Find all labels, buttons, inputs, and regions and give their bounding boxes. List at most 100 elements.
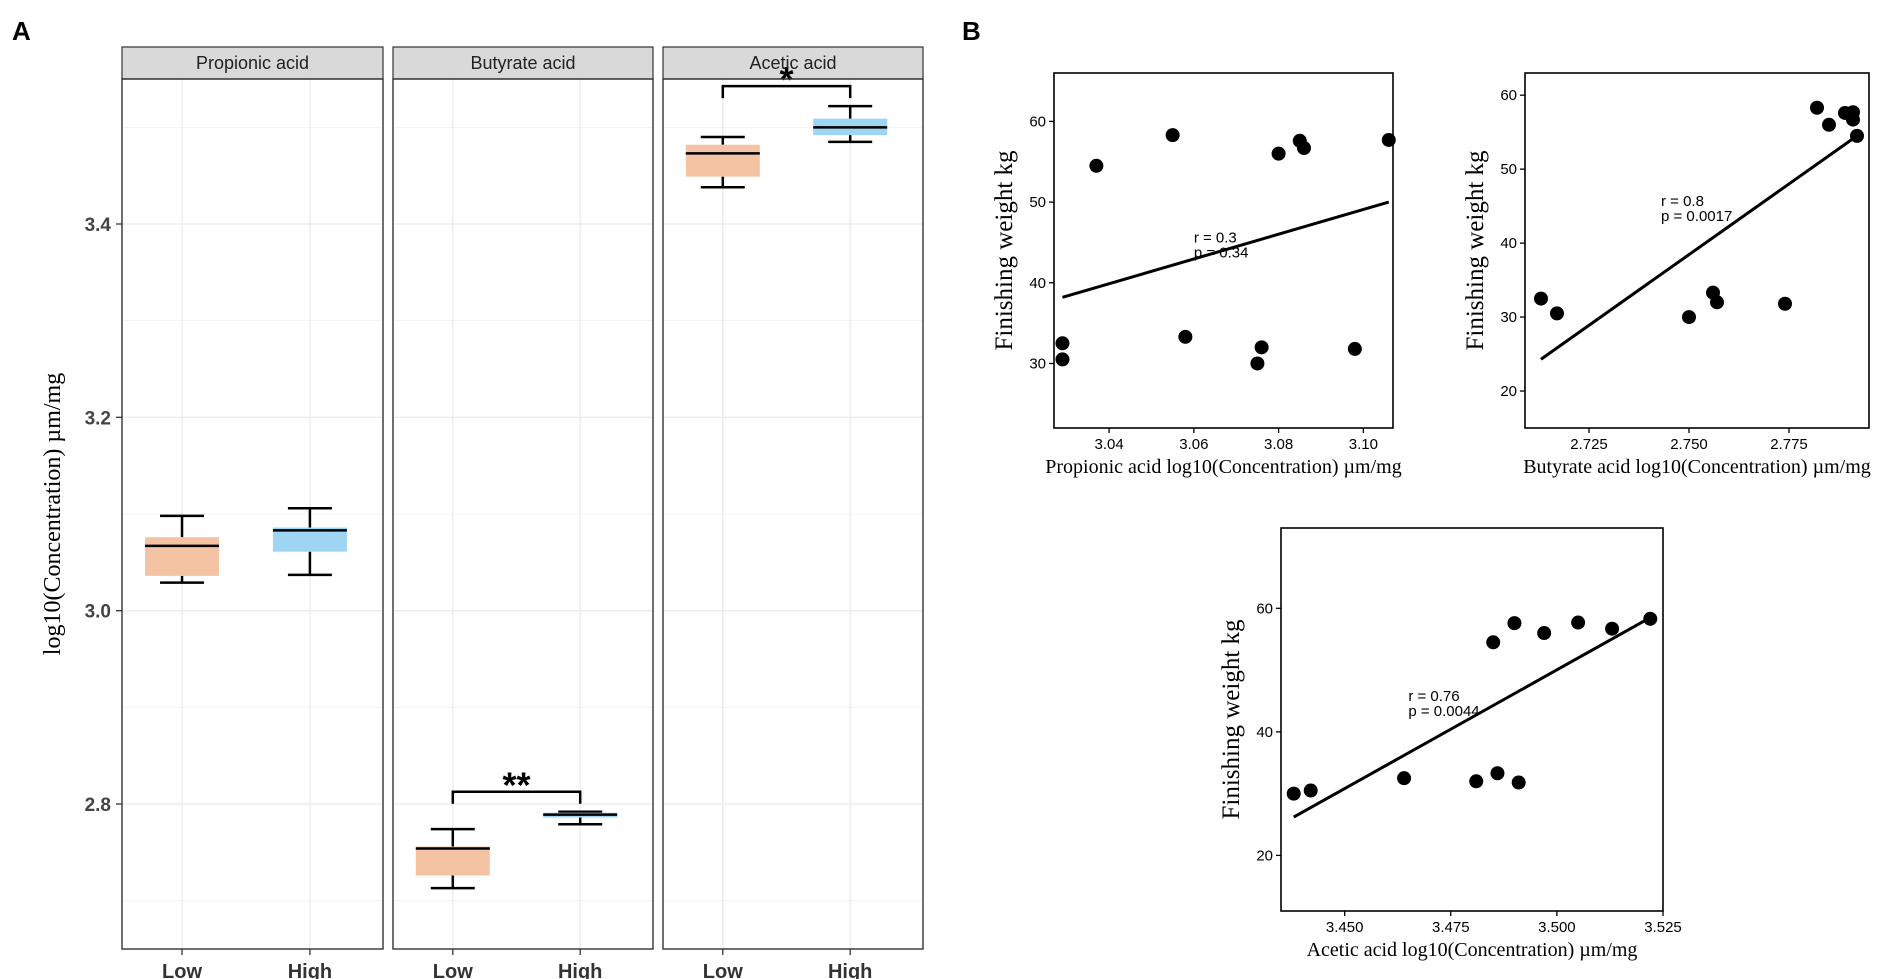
data-point <box>1605 621 1620 636</box>
x-axis-label: Butyrate acid log10(Concentration) µm/mg <box>1523 456 1871 478</box>
panel-a-boxplots: Propionic acid Low High Butyrate acid ** Low H… <box>40 46 924 979</box>
y-tick-label: 40 <box>1029 275 1046 292</box>
panel-a-letter: A <box>12 16 31 46</box>
y-tick-label: 30 <box>1029 355 1046 372</box>
x-tick-label: High <box>288 961 332 979</box>
regression-line <box>1293 616 1651 819</box>
data-point <box>1381 132 1396 147</box>
y-tick-label: 20 <box>1256 847 1273 864</box>
data-point <box>1303 783 1318 798</box>
facet-frame <box>662 78 924 950</box>
facet-frame <box>121 78 384 950</box>
y-axis-label: Finishing weight kg <box>1218 619 1245 820</box>
data-point <box>1055 336 1070 351</box>
data-point <box>1286 786 1301 801</box>
data-point <box>1089 158 1104 173</box>
data-point <box>1537 626 1552 641</box>
plot-frame <box>1053 72 1394 429</box>
data-point <box>1486 635 1501 650</box>
y-tick-label: 2.8 <box>85 795 111 816</box>
y-tick-label: 3.2 <box>85 408 111 429</box>
x-axis-label: Acetic acid log10(Concentration) µm/mg <box>1307 939 1638 961</box>
x-tick-label: 3.450 <box>1326 919 1364 936</box>
data-point <box>1810 100 1824 115</box>
significance-bracket <box>721 84 852 99</box>
x-tick-label: 2.750 <box>1670 436 1708 453</box>
y-tick-label: 60 <box>1256 600 1273 617</box>
panel-b-letter: B <box>962 16 981 46</box>
significance-bracket <box>451 790 582 804</box>
data-point <box>1397 771 1412 786</box>
y-tick-label: 50 <box>1029 194 1046 211</box>
y-axis-label: Finishing weight kg <box>1462 150 1489 351</box>
facet-title: Propionic acid <box>196 53 309 73</box>
box-iqr-low <box>145 537 220 576</box>
data-point <box>1511 775 1526 790</box>
regression-line <box>1062 200 1390 299</box>
x-tick-label: Low <box>433 961 473 979</box>
data-point <box>1846 112 1860 127</box>
data-point <box>1347 341 1362 356</box>
box-iqr-low <box>685 144 760 177</box>
x-tick-label: 3.06 <box>1179 436 1208 453</box>
data-point <box>1682 310 1696 325</box>
x-tick-label: 3.08 <box>1264 436 1293 453</box>
significance-label: ** <box>502 765 530 806</box>
data-point <box>1250 356 1265 371</box>
data-point <box>1850 128 1864 143</box>
facet-strip <box>121 46 384 80</box>
facet-title: Acetic acid <box>749 53 836 73</box>
x-tick-label: 3.525 <box>1644 919 1682 936</box>
annotation-p: p = 0.0017 <box>1661 208 1732 225</box>
data-point <box>1055 352 1070 367</box>
x-tick-label: 3.475 <box>1432 919 1470 936</box>
x-axis-label: Propionic acid log10(Concentration) µm/m… <box>1045 456 1401 478</box>
y-tick-label: 3.0 <box>85 602 111 623</box>
y-axis-label: log10(Concentration) µm/mg <box>40 373 66 655</box>
panel-b-scatter-butyrate: 2.725 2.750 2.775 20 30 40 50 60 r = 0.8p = 0.00… <box>1462 72 1871 478</box>
panel-b-scatter-acetic: 3.450 3.475 3.500 3.525 20 40 60 r = 0.76p = 0.… <box>1218 527 1682 961</box>
data-point <box>1822 117 1836 132</box>
plot-frame <box>1280 527 1664 912</box>
data-point <box>1507 616 1522 631</box>
data-point <box>1297 141 1312 156</box>
data-point <box>1550 306 1564 321</box>
x-tick-label: Low <box>162 961 202 979</box>
annotation-r: r = 0.76 <box>1408 688 1459 705</box>
y-tick-label: 3.4 <box>85 215 112 236</box>
y-tick-label: 60 <box>1029 113 1046 130</box>
facet-title: Butyrate acid <box>470 53 575 73</box>
x-tick-label: High <box>558 961 602 979</box>
y-tick-label: 40 <box>1500 235 1517 252</box>
data-point <box>1710 295 1724 310</box>
y-axis-label: Finishing weight kg <box>991 150 1018 351</box>
data-point <box>1534 291 1548 306</box>
box-iqr-low <box>415 846 490 876</box>
data-point <box>1271 146 1286 161</box>
data-point <box>1490 766 1505 781</box>
panel-b-scatter-propionic: 3.04 3.06 3.08 3.10 30 40 50 60 r = 0.3p = 0.34 P… <box>991 72 1402 478</box>
x-tick-label: High <box>828 961 872 979</box>
data-point <box>1254 340 1269 355</box>
x-tick-label: 3.04 <box>1094 436 1123 453</box>
plot-frame <box>1524 72 1870 429</box>
facet-frame <box>392 78 654 950</box>
x-tick-label: 2.775 <box>1770 436 1808 453</box>
data-point <box>1778 296 1792 311</box>
y-tick-label: 50 <box>1500 161 1517 178</box>
data-point <box>1571 615 1586 630</box>
annotation-p: p = 0.0044 <box>1408 703 1479 720</box>
data-point <box>1469 774 1484 789</box>
x-tick-label: 3.10 <box>1349 436 1378 453</box>
x-tick-label: Low <box>703 961 743 979</box>
data-point <box>1165 128 1180 143</box>
annotation-p: p = 0.34 <box>1194 244 1249 261</box>
y-tick-label: 60 <box>1500 87 1517 104</box>
annotation-r: r = 0.3 <box>1194 229 1237 246</box>
y-tick-label: 30 <box>1500 309 1517 326</box>
data-point <box>1643 611 1658 626</box>
annotation-r: r = 0.8 <box>1661 193 1704 210</box>
data-point <box>1178 329 1193 344</box>
regression-line <box>1540 134 1858 361</box>
